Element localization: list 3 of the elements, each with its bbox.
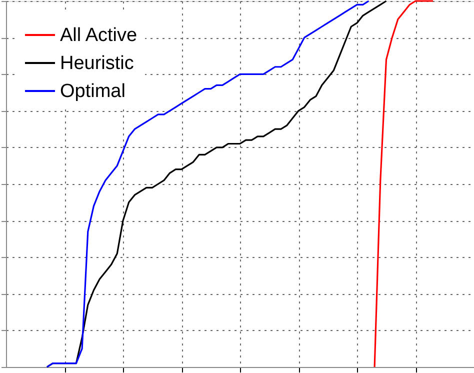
legend-label: Heuristic xyxy=(60,53,134,74)
legend-label: Optimal xyxy=(60,81,126,102)
legend-label: All Active xyxy=(60,25,138,46)
